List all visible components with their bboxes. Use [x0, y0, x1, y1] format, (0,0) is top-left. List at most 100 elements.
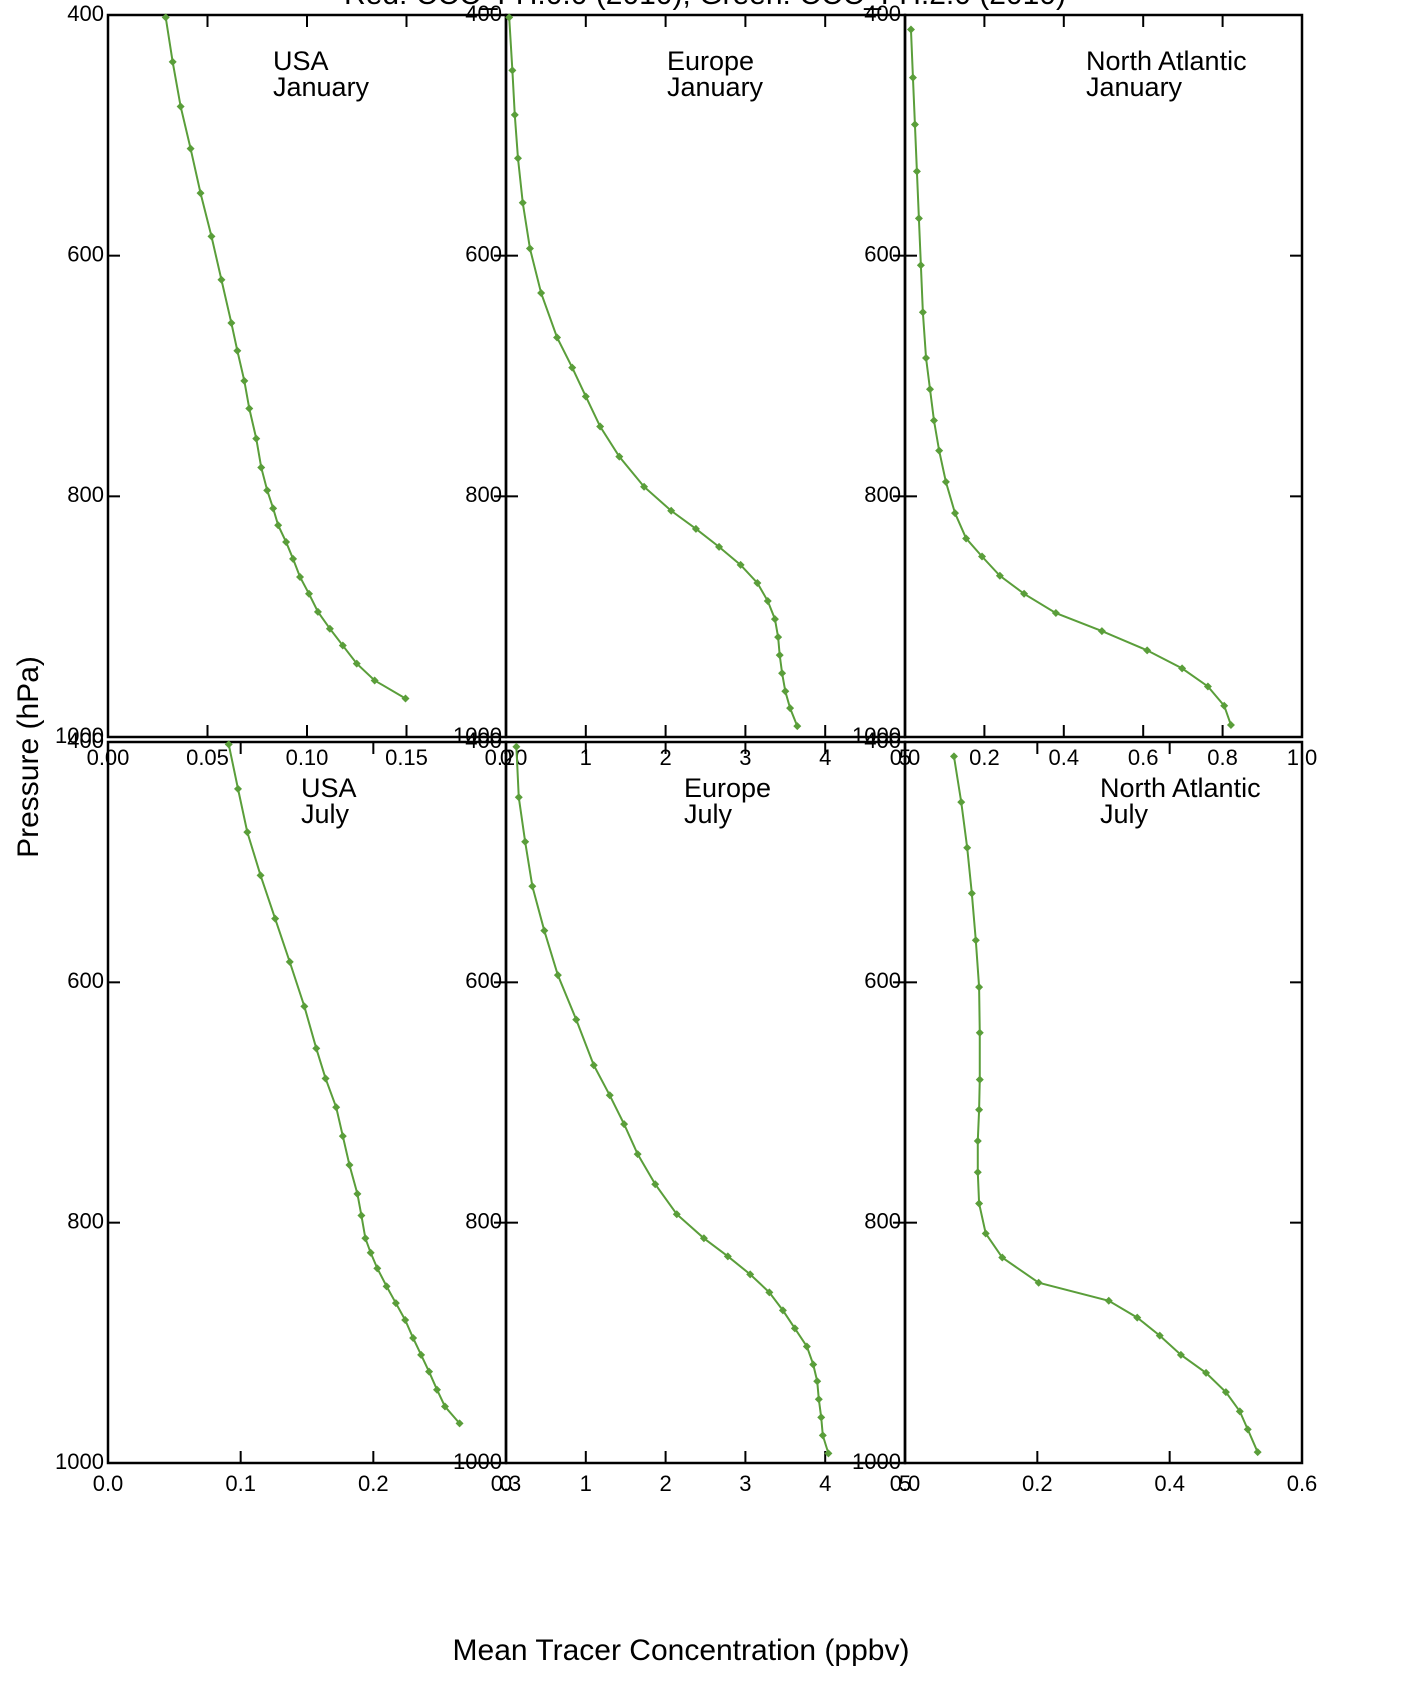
data-point [1034, 1278, 1043, 1287]
y-tick-label: 1000 [453, 1449, 502, 1474]
x-tick-label: 4 [819, 1471, 831, 1496]
panel-subtitle: July [1100, 799, 1149, 829]
x-tick-label: 2 [659, 1471, 671, 1496]
panel-subtitle: January [667, 72, 764, 102]
data-point [234, 784, 243, 793]
data-point [282, 538, 291, 547]
x-tick-label: 2 [659, 745, 671, 770]
data-point [910, 120, 919, 129]
data-point [361, 1234, 370, 1243]
plot-frame [903, 13, 1304, 739]
y-axis-label: Pressure (hPa) [12, 656, 45, 858]
data-point [691, 524, 700, 533]
data-point [973, 1136, 982, 1145]
data-point [186, 144, 195, 153]
data-point [672, 1210, 681, 1219]
data-point [975, 1028, 984, 1037]
data-point [425, 1367, 434, 1376]
data-point [401, 1316, 410, 1325]
data-point [245, 404, 254, 413]
data-point [774, 633, 783, 642]
data-point [568, 363, 577, 372]
x-tick-label: 1 [580, 745, 592, 770]
plot-frame [504, 13, 907, 739]
data-point [981, 1229, 990, 1238]
data-point [409, 1334, 418, 1343]
data-point [1220, 701, 1229, 710]
x-tick-label: 0.2 [969, 745, 1000, 770]
x-tick-label: 0.05 [186, 745, 229, 770]
x-tick-label: 0.4 [1154, 1471, 1185, 1496]
data-point [596, 422, 605, 431]
data-point [572, 1015, 581, 1024]
data-point [975, 1199, 984, 1208]
data-point [285, 957, 294, 966]
data-point [161, 13, 170, 22]
data-point [1097, 627, 1106, 636]
data-point [723, 1252, 732, 1261]
data-point [926, 385, 935, 394]
data-point [781, 687, 790, 696]
data-point [912, 167, 921, 176]
data-point [978, 552, 987, 561]
data-point [321, 1074, 330, 1083]
data-point [233, 346, 242, 355]
data-point [257, 463, 266, 472]
panel-title: Europe [667, 46, 754, 76]
y-tick-label: 800 [465, 1208, 502, 1233]
data-point [963, 843, 972, 852]
data-line [508, 17, 799, 727]
plot-frame [106, 740, 508, 1465]
data-point [176, 102, 185, 111]
data-point [802, 1342, 811, 1351]
data-point [553, 971, 562, 980]
data-point [401, 694, 410, 703]
y-tick-label: 1000 [852, 1449, 901, 1474]
data-point [1203, 682, 1212, 691]
data-point [1253, 1448, 1262, 1457]
data-point [366, 1248, 375, 1257]
data-point [332, 1103, 341, 1112]
data-line [515, 746, 830, 1454]
data-point [790, 1324, 799, 1333]
data-point [581, 392, 590, 401]
data-point [313, 607, 322, 616]
x-tick-label: 3 [739, 745, 751, 770]
y-tick-label: 400 [465, 728, 502, 753]
data-point [512, 742, 521, 751]
data-point [440, 1402, 449, 1411]
data-point [207, 232, 216, 241]
data-point [975, 1075, 984, 1084]
y-tick-label: 800 [67, 482, 104, 507]
y-tick-label: 600 [67, 241, 104, 266]
x-tick-label: 0.15 [385, 745, 428, 770]
data-point [1104, 1296, 1113, 1305]
data-point [651, 1180, 660, 1189]
panel-title: North Atlantic [1100, 773, 1261, 803]
data-point [300, 1002, 309, 1011]
data-point [289, 554, 298, 563]
data-point [1155, 1331, 1164, 1340]
y-tick-label: 800 [465, 482, 502, 507]
data-line [227, 744, 461, 1424]
data-point [824, 1449, 833, 1458]
x-tick-label: 0.6 [1128, 745, 1159, 770]
data-point [263, 486, 272, 495]
data-point [967, 889, 976, 898]
data-point [941, 477, 950, 486]
data-line [952, 756, 1259, 1453]
data-point [973, 1168, 982, 1177]
data-point [814, 1395, 823, 1404]
x-tick-label: 0.1 [225, 1471, 256, 1496]
data-point [951, 509, 960, 518]
data-point [957, 798, 966, 807]
data-point [518, 198, 527, 207]
data-point [510, 110, 519, 119]
data-point [1235, 1407, 1244, 1416]
data-point [1226, 720, 1235, 729]
panel-subtitle: January [1086, 72, 1183, 102]
panel-subtitle: January [273, 72, 370, 102]
y-tick-label: 1000 [55, 723, 104, 748]
